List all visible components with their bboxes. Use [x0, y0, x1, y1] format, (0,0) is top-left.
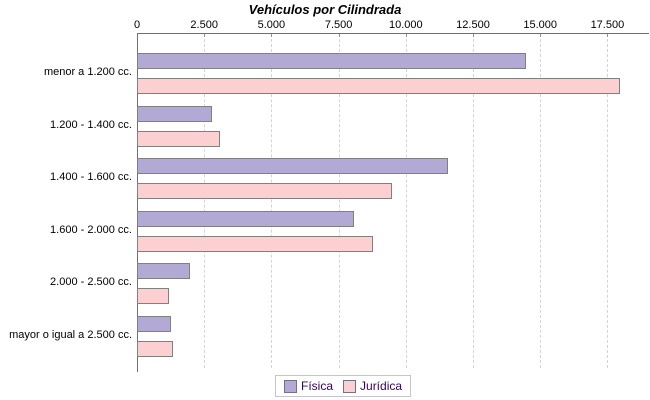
bar-juridica [137, 183, 392, 200]
x-axis-tick [607, 33, 609, 37]
legend-swatch-juridica [343, 379, 357, 393]
category-label: 2.000 - 2.500 cc. [50, 276, 132, 289]
x-axis-tick [540, 33, 542, 37]
chart-title: Vehículos por Cilindrada [248, 2, 402, 17]
x-tick-label: 7.500 [324, 19, 353, 31]
category-label: menor a 1.200 cc. [43, 66, 132, 78]
category-label: 1.600 - 2.000 cc. [50, 223, 132, 236]
bar-fisica [137, 105, 212, 122]
x-axis-tick [271, 33, 273, 37]
bar-fisica [137, 263, 191, 280]
x-axis-tick [338, 33, 340, 37]
bar-juridica [137, 130, 220, 147]
bar-fisica [137, 158, 449, 175]
x-axis-tick [473, 33, 474, 37]
y-axis-line [137, 33, 138, 372]
gridline [405, 34, 407, 368]
legend-swatch-fisica [284, 379, 297, 393]
x-tick-label: 15.000 [523, 19, 558, 31]
category-label: mayor o igual a 2.500 cc. [9, 329, 132, 341]
gridline [204, 34, 206, 368]
x-tick-label: 2.500 [190, 19, 218, 31]
bar-fisica [137, 53, 527, 69]
gridline [473, 34, 474, 368]
bar-fisica [137, 210, 355, 227]
category-label: 1.400 - 1.600 cc. [50, 171, 132, 184]
legend-item-juridica: Jurídica [343, 379, 402, 393]
gridline [607, 34, 609, 368]
category-label: 1.200 - 1.400 cc. [50, 118, 132, 131]
x-tick-label: 12.500 [456, 19, 490, 31]
x-tick-label: 17.500 [590, 19, 625, 31]
x-axis-tick [405, 33, 407, 37]
x-tick-label: 0 [133, 19, 141, 31]
bar-juridica [137, 341, 173, 357]
x-tick-label: 10.000 [388, 19, 423, 31]
bar-juridica [137, 78, 621, 94]
gridline [271, 34, 273, 368]
bar-fisica [137, 316, 172, 332]
bar-juridica [137, 235, 373, 252]
legend: Física Jurídica [275, 375, 412, 397]
legend-item-fisica: Física [284, 379, 333, 393]
bar-juridica [137, 288, 169, 305]
gridline [338, 34, 340, 368]
legend-label-juridica: Jurídica [360, 379, 403, 393]
x-tick-label: 5.000 [257, 19, 286, 31]
legend-label-fisica: Física [301, 379, 334, 393]
gridline [540, 34, 542, 368]
x-axis-line [137, 33, 649, 34]
x-axis-tick [204, 33, 206, 37]
